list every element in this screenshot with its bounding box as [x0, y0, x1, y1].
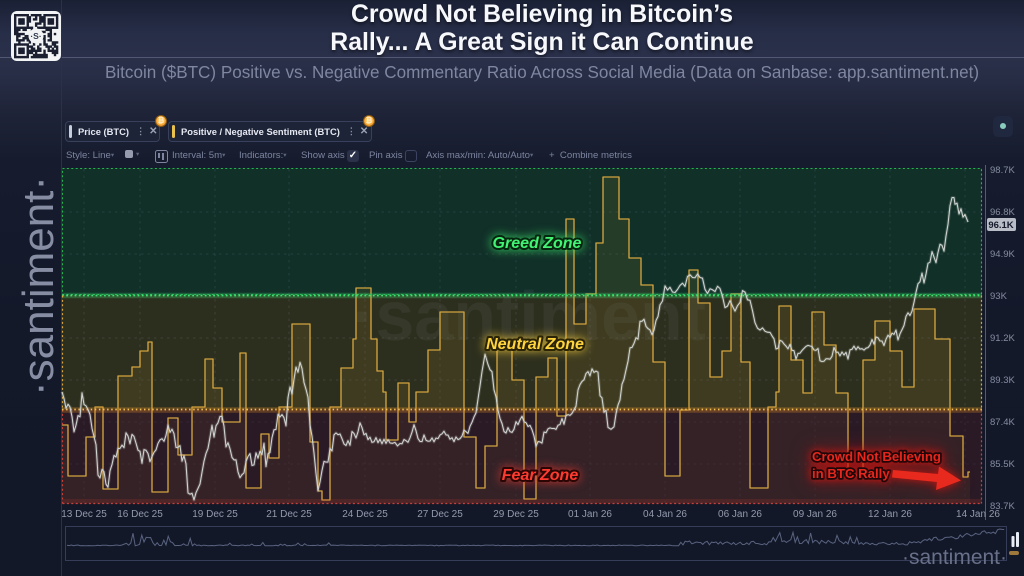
svg-text:96.8K: 96.8K — [990, 207, 1015, 218]
svg-text:94.9K: 94.9K — [990, 249, 1015, 260]
svg-text:83.7K: 83.7K — [990, 501, 1015, 512]
svg-text:29 Dec 25: 29 Dec 25 — [493, 509, 539, 520]
svg-text:14 Jan 26: 14 Jan 26 — [956, 509, 1000, 520]
svg-text:Neutral Zone: Neutral Zone — [486, 336, 584, 353]
svg-text:·santiment: ·santiment — [352, 277, 706, 355]
svg-text:01 Jan 26: 01 Jan 26 — [568, 509, 612, 520]
svg-text:27 Dec 25: 27 Dec 25 — [417, 509, 463, 520]
svg-text:96.1K: 96.1K — [988, 220, 1013, 231]
svg-text:Crowd Not Believing: Crowd Not Believing — [812, 449, 941, 464]
svg-text:Greed Zone: Greed Zone — [493, 235, 582, 252]
svg-text:91.2K: 91.2K — [990, 333, 1015, 344]
svg-text:·santiment·: ·santiment· — [902, 546, 1007, 569]
svg-text:·S·: ·S· — [30, 31, 41, 41]
svg-text:89.3K: 89.3K — [990, 375, 1015, 386]
svg-text:98.7K: 98.7K — [990, 165, 1015, 176]
svg-text:93K: 93K — [990, 291, 1008, 302]
svg-text:09 Jan 26: 09 Jan 26 — [793, 509, 837, 520]
svg-text:13 Dec 25: 13 Dec 25 — [61, 509, 107, 520]
svg-text:04 Jan 26: 04 Jan 26 — [643, 509, 687, 520]
svg-text:Fear Zone: Fear Zone — [502, 467, 579, 484]
svg-text:16 Dec 25: 16 Dec 25 — [117, 509, 163, 520]
svg-text:21 Dec 25: 21 Dec 25 — [266, 509, 312, 520]
svg-text:06 Jan 26: 06 Jan 26 — [718, 509, 762, 520]
svg-text:87.4K: 87.4K — [990, 417, 1015, 428]
svg-text:19 Dec 25: 19 Dec 25 — [192, 509, 238, 520]
svg-text:85.5K: 85.5K — [990, 459, 1015, 470]
svg-text:24 Dec 25: 24 Dec 25 — [342, 509, 388, 520]
svg-text:in BTC Rally: in BTC Rally — [812, 466, 890, 481]
svg-text:12 Jan 26: 12 Jan 26 — [868, 509, 912, 520]
